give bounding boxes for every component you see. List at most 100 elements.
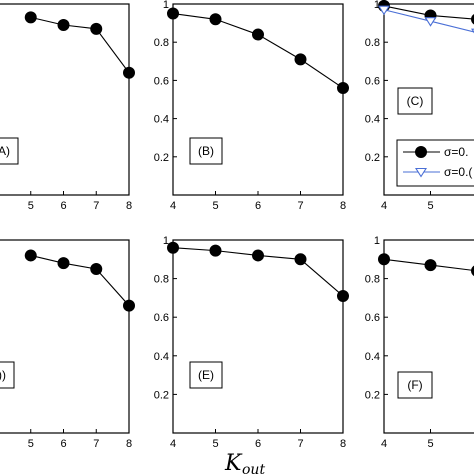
data-point: [471, 265, 474, 277]
y-tick-label: 0.2: [154, 152, 169, 164]
axes-box: [383, 3, 474, 196]
panel-label-box: [397, 87, 433, 115]
y-tick-label: 0.8: [365, 37, 380, 49]
panel-3: 45610.80.60.40.2(C): [365, 0, 474, 212]
legend-marker: [415, 167, 427, 178]
data-point: [90, 22, 103, 35]
panel-5: 4 5 6 7 8 1 0.8 0.6 0.4 0.2 (E): [154, 235, 349, 450]
axes-box: [0, 3, 130, 196]
y-tick-label: 1: [163, 235, 169, 247]
panel-label: (E): [198, 368, 214, 382]
x-tick-label: 6: [60, 438, 66, 450]
x-tick-label: 7: [93, 200, 99, 212]
y-tick-label: 0.4: [154, 114, 169, 126]
data-point: [252, 249, 264, 262]
y-tick-label: 1: [163, 0, 169, 11]
data-point: [167, 7, 179, 20]
panel-label-box: [0, 361, 15, 389]
y-tick-label: 0.6: [365, 75, 380, 87]
data-point: [90, 262, 103, 275]
x-tick-label: 4: [170, 200, 176, 212]
legend-label: σ=0.(: [444, 165, 472, 179]
x-tick-label: 7: [297, 200, 303, 212]
panel-label-box: [189, 137, 223, 165]
series-line: [30, 16, 130, 74]
data-point: [337, 289, 349, 302]
data-point: [123, 299, 135, 312]
data-point: [294, 253, 307, 266]
series-line: [172, 13, 344, 89]
x-axis-label: K: [224, 451, 243, 474]
y-tick-label: 0.2: [154, 389, 169, 401]
legend: σ=0. σ=0.(: [396, 139, 474, 187]
data-point: [471, 14, 474, 25]
y-tick-label: 0.4: [365, 351, 380, 363]
data-point: [294, 53, 307, 66]
data-point: [123, 66, 135, 79]
legend-box: [396, 139, 474, 187]
data-point: [424, 17, 437, 27]
y-tick-label: 0.2: [365, 389, 380, 401]
panel-label-box: [397, 371, 433, 399]
panel-label: )): [0, 368, 6, 382]
axes-box: [172, 239, 344, 434]
data-point: [167, 241, 179, 254]
series-line: [30, 254, 130, 306]
data-point: [252, 28, 264, 41]
data-point: [209, 244, 222, 257]
x-tick-label: 5: [28, 438, 34, 450]
y-tick-label: 1: [374, 235, 380, 247]
x-tick-label: 5: [212, 200, 218, 212]
y-tick-label: 0.4: [365, 114, 380, 126]
panel-label-box: [189, 361, 223, 389]
x-tick-label: 4: [381, 200, 387, 212]
x-tick-label: 7: [297, 438, 303, 450]
x-tick-label: 5: [427, 200, 433, 212]
x-tick-label: 8: [340, 438, 346, 450]
panel-1: 5 6 7 8 A): [0, 3, 135, 212]
y-tick-label: 0.6: [154, 312, 169, 324]
y-tick-label: 0.8: [365, 274, 380, 286]
data-point: [378, 253, 390, 266]
legend-label: σ=0.: [444, 145, 468, 159]
x-tick-label: 8: [126, 200, 132, 212]
y-tick-label: 0.6: [154, 75, 169, 87]
y-tick-label: 0.8: [154, 37, 169, 49]
panel-2: 4 5 6 7 8 1 0.8 0.6 0.4 0.2 (B): [154, 0, 349, 212]
data-point: [24, 249, 37, 262]
data-point: [378, 5, 390, 16]
x-tick-label: 6: [255, 438, 261, 450]
x-tick-label: 5: [427, 438, 433, 450]
x-tick-label: 5: [212, 438, 218, 450]
x-tick-label: 6: [60, 200, 66, 212]
x-tick-label: 5: [28, 200, 34, 212]
x-tick-label: 8: [126, 438, 132, 450]
x-tick-label: 7: [93, 438, 99, 450]
x-tick-label: 4: [170, 438, 176, 450]
x-axis-label-subscript: out: [242, 462, 265, 474]
data-point: [57, 257, 70, 270]
data-point: [337, 82, 349, 95]
y-tick-label: 0.6: [365, 312, 380, 324]
panel-label-box: [0, 137, 19, 165]
x-tick-label: 4: [381, 438, 387, 450]
x-tick-label: 6: [255, 200, 261, 212]
data-point: [424, 259, 437, 272]
y-tick-label: 0.2: [365, 152, 380, 164]
axes-box: [383, 239, 474, 434]
y-tick-label: 0.4: [154, 351, 169, 363]
panel-label: (B): [198, 144, 214, 158]
panel-label: (C): [407, 94, 424, 108]
legend-marker: [415, 146, 427, 158]
data-point: [24, 11, 37, 24]
data-point: [57, 19, 70, 32]
x-tick-label: 8: [340, 200, 346, 212]
y-tick-label: 1: [374, 0, 380, 11]
panel-4: 5 6 7 8)): [0, 239, 135, 450]
data-point: [209, 13, 222, 26]
y-tick-label: 0.8: [154, 274, 169, 286]
panel-6: 45610.80.60.40.2(F): [365, 235, 474, 450]
panel-label: (F): [407, 378, 422, 392]
panels: 5 6 7 8 A) 4 5 6 7 8 1 0.8 0.6 0.4 0.2 (B) 4 5 6 1 0.8 0.6 0.4…: [0, 0, 474, 450]
